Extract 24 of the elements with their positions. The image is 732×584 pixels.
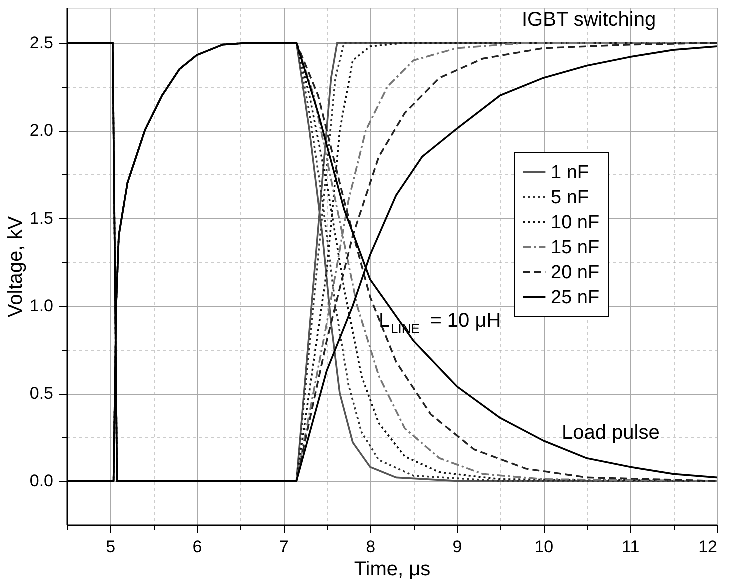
y-tick-label: 0.5 [30,384,54,404]
annotation: Load pulse [562,422,660,444]
x-tick-label: 7 [279,538,289,556]
x-tick-label: 9 [452,538,462,556]
y-tick-label: 1.0 [30,296,54,316]
annotation: IGBT switching [522,9,656,31]
x-tick-label: 8 [366,538,376,556]
legend-label: 20 nF [551,262,600,284]
y-tick-label: 2.0 [30,121,54,140]
y-tick-label: 2.5 [30,34,54,53]
legend-label: 10 nF [551,212,600,234]
x-tick-label: 11 [622,538,640,556]
x-tick-label: 10 [534,538,554,556]
legend-label: 15 nF [551,238,600,258]
x-tick-label: 12 [698,538,718,556]
x-axis-title: Time, μs [354,558,431,580]
x-tick-label: 6 [192,538,202,556]
y-tick-label: 1.5 [30,208,54,228]
legend-label: 5 nF [551,188,590,208]
legend-label: 25 nF [551,288,600,308]
legend-label: 1 nF [551,162,590,184]
y-tick-label: 0.0 [30,472,54,491]
x-tick-label: 5 [106,538,116,556]
y-axis-title: Voltage, kV [4,216,27,318]
